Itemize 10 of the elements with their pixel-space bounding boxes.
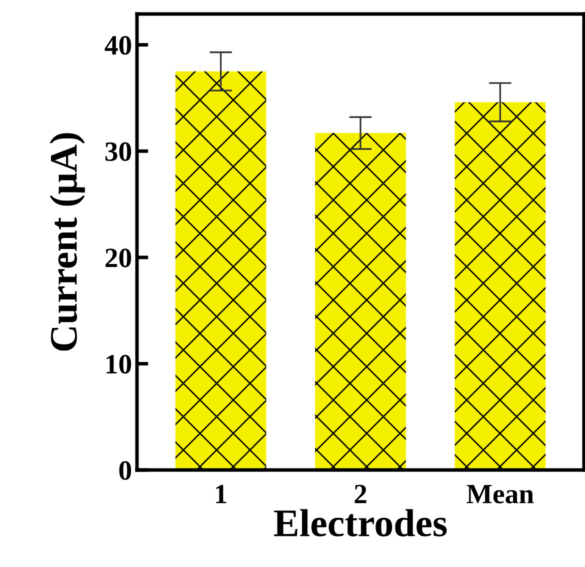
y-tick-label: 10: [106, 354, 132, 374]
x-tick-label: 1: [216, 484, 226, 504]
y-tick-label: 30: [105, 142, 132, 162]
x-axis-title: Electrodes: [274, 509, 447, 536]
y-tick-label: 40: [104, 36, 132, 55]
y-tick-label: 0: [119, 461, 132, 480]
y-tick-label: 20: [106, 248, 132, 268]
x-tick-label: 2: [354, 484, 366, 504]
x-tick-label: Mean: [466, 484, 534, 504]
y-axis-title: Current (μA): [50, 133, 85, 351]
